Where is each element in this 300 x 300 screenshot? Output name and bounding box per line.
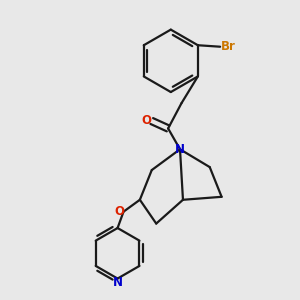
Text: O: O	[142, 114, 152, 127]
Text: O: O	[115, 205, 125, 218]
Text: Br: Br	[221, 40, 236, 53]
Text: N: N	[175, 143, 185, 156]
Text: N: N	[112, 276, 123, 289]
